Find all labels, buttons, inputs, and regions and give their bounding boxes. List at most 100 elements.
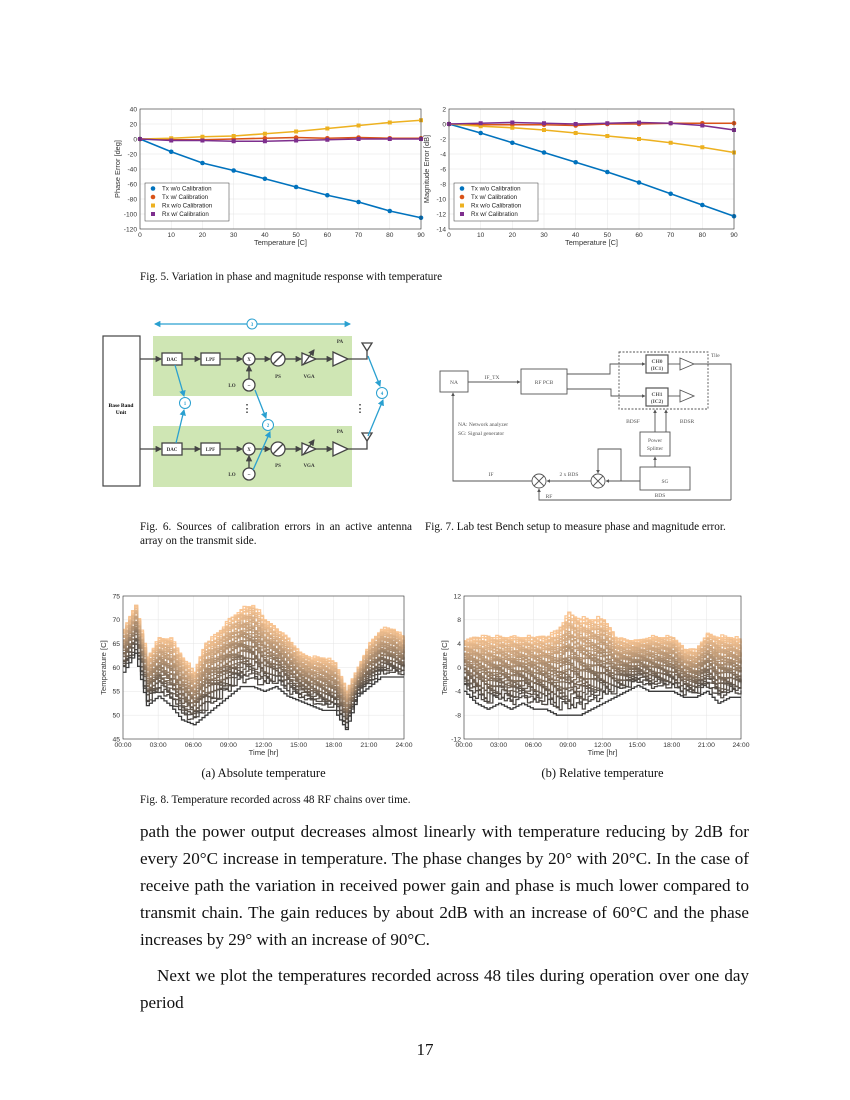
data-point <box>356 199 361 205</box>
data-point <box>668 121 673 126</box>
error-marker-2 <box>262 419 274 431</box>
y-tick-label: 2 <box>442 106 446 113</box>
legend-marker <box>460 212 464 216</box>
data-point <box>573 131 578 135</box>
rf-chain-line-14 <box>464 661 742 681</box>
vga-arrow <box>302 439 315 456</box>
ellipsis: ⋮ <box>355 403 366 415</box>
x-tick-label: 80 <box>386 232 394 239</box>
series-line-3 <box>139 138 421 143</box>
data-point <box>637 120 641 125</box>
y-tick-label: -20 <box>127 151 137 158</box>
y-tick-label: 60 <box>112 665 120 672</box>
y-tick-label: -6 <box>440 166 446 173</box>
data-point <box>294 138 299 143</box>
legend-marker <box>150 186 156 191</box>
phase-shifter-slash <box>272 353 284 365</box>
y-tick-label: -8 <box>440 181 446 188</box>
x-tick-label: 30 <box>230 232 238 239</box>
y-tick-label: 20 <box>130 121 138 128</box>
x-tick-label: 20 <box>199 232 207 239</box>
y-tick-label: -4 <box>455 689 461 696</box>
data-point <box>636 180 642 185</box>
legend-marker <box>150 194 156 200</box>
x-tick-label: 18:00 <box>325 742 342 749</box>
x-tick-label: 90 <box>730 232 738 239</box>
error-link <box>367 399 384 437</box>
x-tick-label: 24:00 <box>395 742 412 749</box>
data-point <box>262 176 268 182</box>
error-marker-4 <box>376 387 388 399</box>
if-tx-label: IF_TX <box>485 375 500 381</box>
data-point <box>668 140 673 145</box>
body-paragraph: Next we plot the temperatures recorded a… <box>140 966 749 1012</box>
data-point <box>325 192 330 198</box>
tile-box <box>618 351 709 410</box>
x-tick-label: 50 <box>604 232 612 239</box>
legend-na: NA: Network analyzer <box>458 422 508 428</box>
x-tick-label: 90 <box>417 232 425 239</box>
legend-label: Tx w/ Calibration <box>471 194 518 201</box>
legend-label: Rx w/ Calibration <box>162 211 209 218</box>
y-tick-label: 50 <box>112 712 120 719</box>
fig8a-absolute-temperature-chart: 00:00 03:00 06:00 09:00 12:00 15:00 18:00 21:00… <box>99 593 413 757</box>
lpf-label: LPF <box>206 358 215 363</box>
rf-pcb-box <box>520 368 568 395</box>
data-point <box>541 150 547 155</box>
fig5-magnitude-error-chart: 0 10 20 30 40 50 60 70 80 90 -14 -12 -10 -8 -6 -4 -2 0 2 Te… <box>422 106 738 247</box>
y-axis-label: Magnitude Error [dB] <box>422 135 431 203</box>
ch1-ic-label: (IC2) <box>651 398 664 405</box>
data-point <box>668 191 673 197</box>
x-tick-label: 03:00 <box>490 742 507 749</box>
error-link <box>252 431 271 471</box>
y-tick-label: 65 <box>112 641 120 648</box>
legend-marker <box>151 212 155 216</box>
fig8-caption: Fig. 8. Temperature recorded across 48 R… <box>140 794 411 806</box>
amplifier-icon <box>679 357 696 371</box>
y-tick-label: -120 <box>124 226 138 233</box>
vga-arrow <box>302 349 315 366</box>
data-point <box>231 134 236 138</box>
rf-chain-line-9 <box>123 638 405 720</box>
x-tick-label: 40 <box>572 232 580 239</box>
x-tick-label: 00:00 <box>455 742 472 749</box>
y-tick-label: -10 <box>436 196 446 203</box>
data-point <box>200 134 205 139</box>
if-label: IF <box>489 472 494 478</box>
x-tick-label: 15:00 <box>629 742 646 749</box>
legend-label: Tx w/o Calibration <box>471 186 521 193</box>
data-point <box>169 136 174 141</box>
y-tick-label: 0 <box>457 665 461 672</box>
x-axis-label: Time [hr] <box>249 748 279 757</box>
x-tick-label: 24:00 <box>732 742 749 749</box>
network-analyzer-box <box>439 370 469 393</box>
data-point <box>510 120 515 125</box>
x-tick-label: 70 <box>355 232 363 239</box>
mixer-label: X <box>247 358 251 363</box>
series-line-2 <box>448 123 735 154</box>
data-point <box>700 202 705 208</box>
y-tick-label: -2 <box>440 136 446 143</box>
legend-label: Rx w/o Calibration <box>471 203 522 210</box>
legend-marker <box>459 186 465 191</box>
data-point <box>605 121 610 126</box>
series-line-0 <box>139 138 422 219</box>
x-tick-label: 15:00 <box>290 742 307 749</box>
x-tick-label: 0 <box>447 232 451 239</box>
data-point <box>200 138 205 143</box>
fig8b-subcaption: (b) Relative temperature <box>541 766 664 780</box>
x-tick-label: 80 <box>699 232 707 239</box>
x-tick-label: 50 <box>292 232 300 239</box>
rf-chain-line-1 <box>464 684 741 716</box>
legend-label: Tx w/o Calibration <box>162 186 212 193</box>
error-marker-3 <box>246 318 258 330</box>
error-marker-1-label: 1 <box>184 402 187 407</box>
data-point <box>294 129 299 134</box>
plot-frame <box>448 108 735 230</box>
rf-label: RF <box>546 494 553 500</box>
data-point <box>510 125 515 130</box>
baseband-unit-box <box>102 335 141 487</box>
power-splitter-label: Power <box>648 438 662 444</box>
data-point <box>325 126 330 131</box>
amplifier-icon <box>679 389 696 403</box>
